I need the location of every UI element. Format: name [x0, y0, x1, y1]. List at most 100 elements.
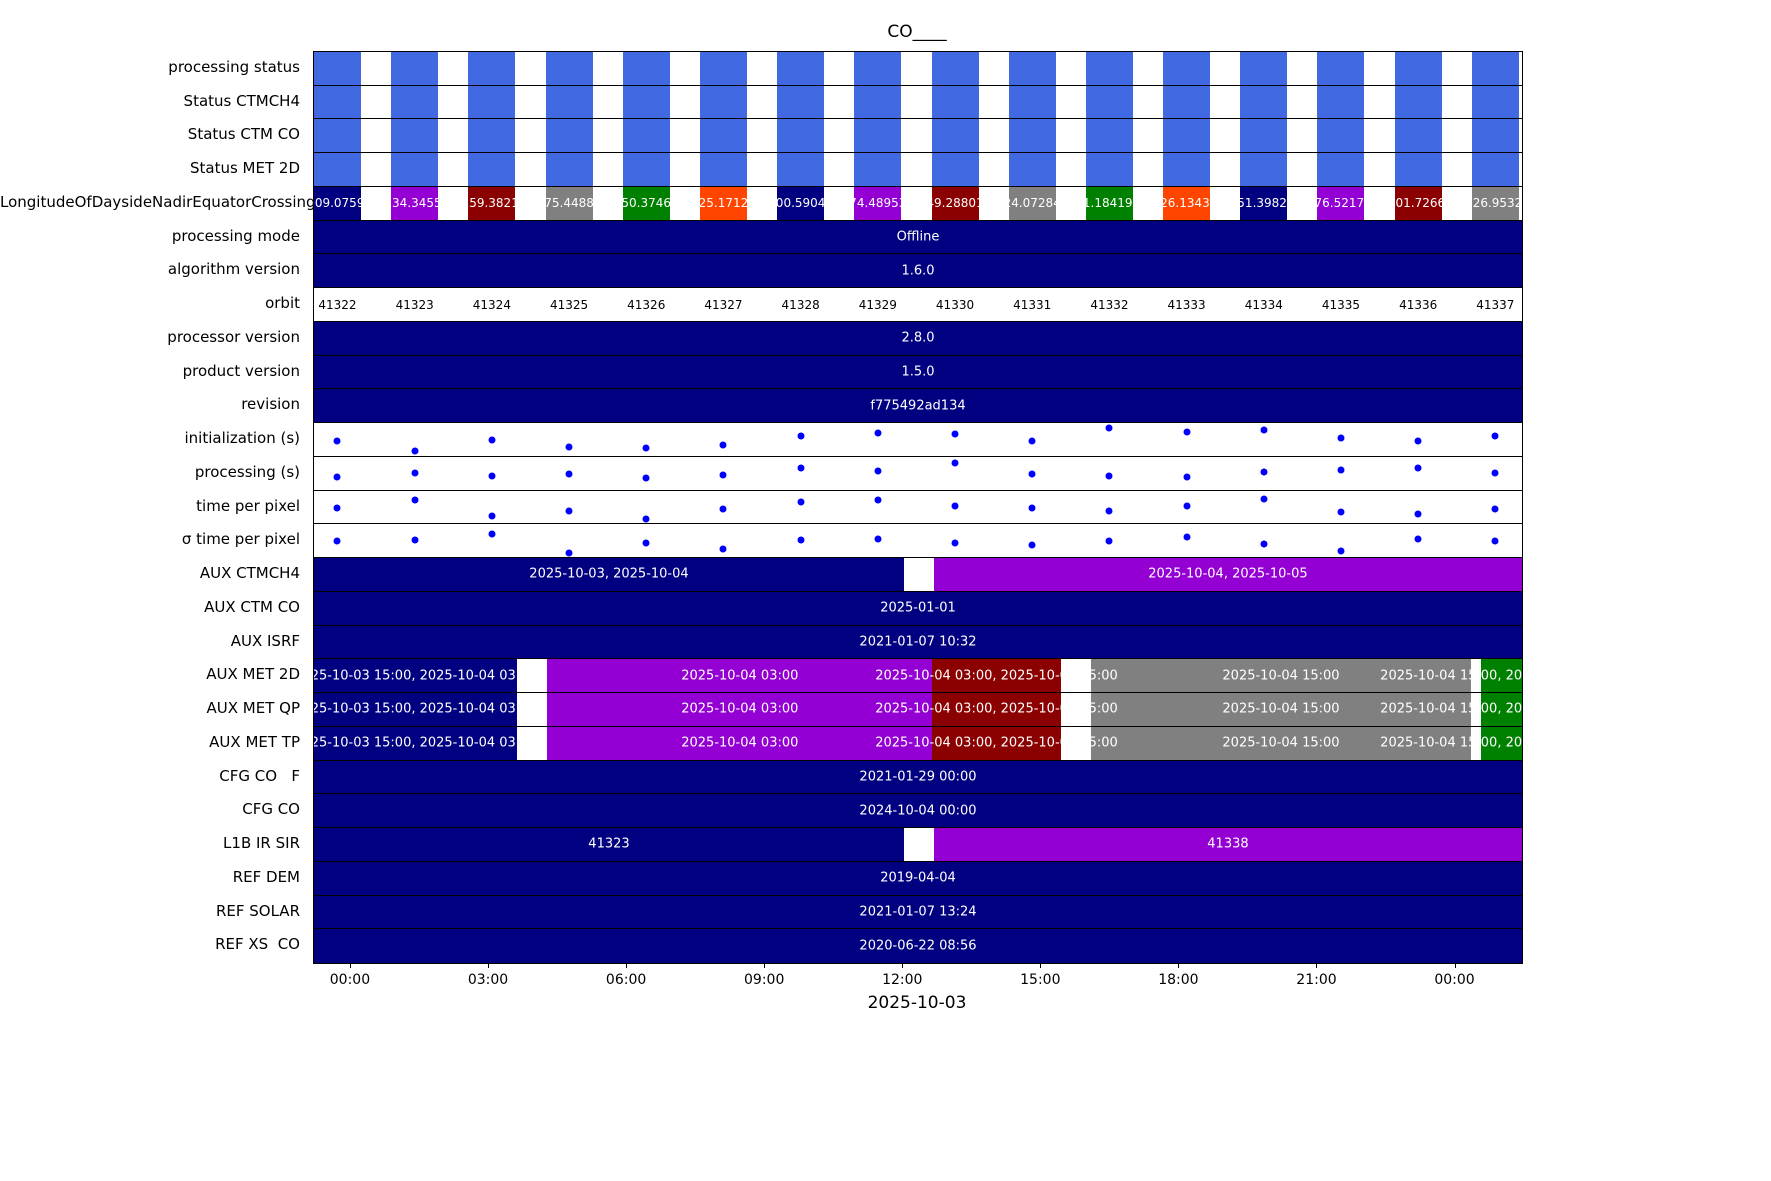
status-block: [1394, 85, 1442, 119]
status-block: [1317, 119, 1365, 153]
row-label-initialization-s: initialization (s): [184, 429, 300, 448]
bar-segment: 2025-10-04 15:00: [1090, 693, 1472, 726]
x-tick-label: 03:00: [467, 972, 509, 988]
row-label-status-ctmch4: Status CTMCH4: [183, 91, 300, 110]
scatter-dot: [411, 447, 419, 455]
orbit-number: 41330: [935, 297, 975, 312]
scatter-dot: [565, 507, 573, 515]
status-block: [314, 85, 361, 119]
status-block: [391, 153, 439, 186]
equator-crossing-block: 100.59043: [768, 186, 833, 220]
status-block: [1008, 119, 1056, 153]
row-label-product-version: product version: [182, 361, 300, 380]
bar-segment: 41323: [314, 828, 904, 861]
bar-segment: 2025-10-04 15:00, 2025-10-05 03:00: [1380, 659, 1522, 693]
scatter-dot: [1028, 504, 1036, 512]
status-block: [314, 119, 361, 153]
equator-crossing-block: -159.38219: [457, 186, 526, 220]
bar-segment-label: 2025-10-04 03:00: [681, 735, 799, 751]
equator-crossing-block: 150.37468: [614, 186, 679, 220]
row-longitudeofdaysidenadirequatorcrossing: -109.07591 -134.34551 -159.38219 175.44880 1…: [314, 186, 1522, 221]
row-algorithm-version: 1.6.0: [314, 254, 1522, 289]
status-block: [622, 52, 670, 85]
bar-segment: 2.8.0: [314, 321, 1522, 355]
status-block: [777, 52, 825, 85]
status-block: [931, 52, 979, 85]
scatter-dot: [642, 515, 650, 523]
row-label-status-met-2d: Status MET 2D: [189, 159, 300, 178]
status-block: [1163, 153, 1211, 186]
scatter-dot: [1183, 533, 1191, 541]
status-block: [699, 52, 747, 85]
row-orbit: 41322 41323 41324 41325 41326 41327 41328 41329…: [314, 288, 1522, 322]
status-block: [1240, 119, 1288, 153]
equator-crossing-block: -76.52177: [1310, 186, 1372, 220]
row-processing-mode: Offline: [314, 220, 1522, 255]
bar-segment-label: 2025-10-04 03:00: [681, 701, 799, 717]
equator-crossing-value: -134.34551: [380, 196, 450, 211]
bar-segment: 2025-10-03 15:00, 2025-10-04 03:00: [314, 693, 537, 726]
x-axis-date-label: 2025-10-03: [867, 993, 967, 1013]
orbit-number: 41335: [1321, 297, 1361, 312]
scatter-dot: [797, 432, 805, 440]
status-block: [699, 153, 747, 186]
bar-segment-label: 2020-06-22 08:56: [859, 938, 977, 954]
orbit-number: 41332: [1090, 297, 1129, 312]
scatter-dot: [642, 539, 650, 547]
scatter-dot: [1105, 507, 1113, 515]
equator-crossing-block: -126.95321: [1461, 186, 1522, 220]
row-time-per-pixel: [314, 491, 1522, 525]
row-label-ref-xs-co: REF XS CO: [215, 935, 300, 954]
scatter-dot: [719, 505, 727, 513]
bar-segment: 2025-10-04, 2025-10-05: [933, 558, 1522, 591]
bar-segment-label: 2025-10-04 15:00: [1222, 735, 1340, 751]
equator-crossing-block: -51.39828: [1233, 186, 1295, 220]
scatter-dot: [1105, 472, 1113, 480]
scatter-dot: [1105, 424, 1113, 432]
row-label-ref-dem: REF DEM: [232, 867, 300, 886]
bar-segment: 2021-01-07 13:24: [314, 895, 1522, 929]
bar-segment: 2025-10-04 03:00: [547, 693, 933, 726]
bar-segment-label: Offline: [896, 229, 940, 245]
row-aux-met-tp: 2025-10-03 15:00, 2025-10-04 03:00 2025-1…: [314, 726, 1522, 761]
scatter-dot: [488, 512, 496, 520]
scatter-dot: [411, 496, 419, 504]
status-block: [1394, 52, 1442, 85]
equator-crossing-block: -101.72662: [1384, 186, 1453, 220]
orbit-number: 41325: [549, 297, 589, 312]
bar-segment: 2025-10-03 15:00, 2025-10-04 03:00: [314, 659, 537, 693]
scatter-dot: [1337, 508, 1345, 516]
row-aux-ctm-co: 2025-01-01: [314, 591, 1522, 626]
x-tick-label: 21:00: [1296, 972, 1337, 988]
equator-crossing-block: -26.13439: [1156, 186, 1217, 220]
scatter-dot: [719, 441, 727, 449]
scatter-dot: [1260, 468, 1268, 476]
bar-segment: 2025-10-04 03:00, 2025-10-04 15:00: [875, 693, 1118, 726]
bar-segment: 1.5.0: [314, 355, 1522, 389]
row-label-time-per-pixel: time per pixel: [196, 496, 300, 515]
x-tick: [626, 963, 628, 968]
equator-crossing-block: -134.34551: [380, 186, 449, 220]
equator-crossing-value: -1.184197: [1078, 196, 1141, 211]
scatter-dot: [488, 530, 496, 538]
scatter-dot: [1414, 464, 1422, 472]
orbit-number: 41323: [395, 297, 434, 312]
row-label-aux-met-tp: AUX MET TP: [209, 732, 300, 751]
x-tick: [902, 963, 904, 968]
status-block: [468, 85, 516, 119]
orbit-number: 41326: [627, 297, 666, 312]
bar-segment: f775492ad134: [314, 389, 1522, 423]
scatter-dot: [488, 472, 496, 480]
row-processing-status: [314, 52, 1522, 86]
x-tick: [1040, 963, 1042, 968]
bar-segment: Offline: [314, 220, 1522, 254]
orbit-number: 41328: [781, 297, 820, 312]
scatter-dot: [333, 537, 341, 545]
scatter-dot: [874, 535, 882, 543]
status-block: [931, 85, 979, 119]
equator-crossing-block: -1.184197: [1079, 186, 1140, 220]
equator-crossing-value: 49.28801: [926, 196, 984, 211]
equator-crossing-block: 74.48953: [849, 186, 906, 220]
status-block: [1008, 153, 1056, 186]
